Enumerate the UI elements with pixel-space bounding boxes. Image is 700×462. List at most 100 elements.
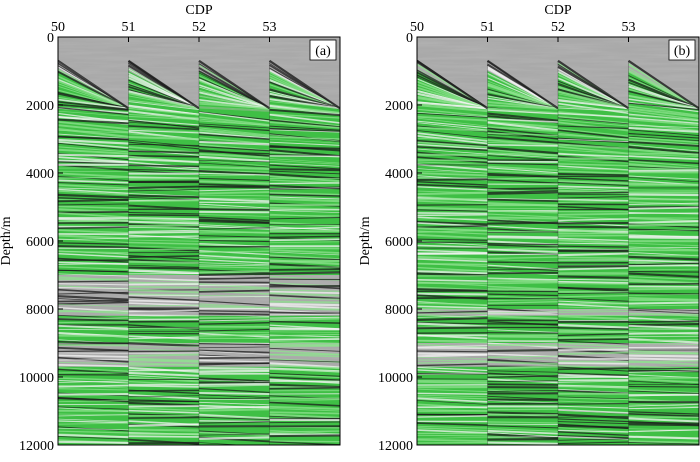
reflector-line <box>129 236 200 237</box>
reflector-line <box>558 276 629 277</box>
reflector-line <box>129 390 200 391</box>
reflector-line <box>129 201 200 202</box>
reflector-line <box>199 384 270 385</box>
reflector-line <box>270 239 341 240</box>
reflector-line <box>558 214 629 215</box>
x-tick-label: 52 <box>551 20 565 35</box>
reflector-line <box>488 273 559 274</box>
y-tick-label: 0 <box>406 31 413 46</box>
reflector-line <box>199 317 270 318</box>
gather-cdp-50 <box>417 61 488 445</box>
reflector-line <box>488 289 559 290</box>
reflector-line <box>129 287 200 288</box>
x-tick-label: 52 <box>192 20 206 35</box>
x-tick-label: 53 <box>263 20 277 35</box>
gather-cdp-53 <box>270 61 341 445</box>
reflector-line <box>129 178 200 179</box>
reflector-line <box>199 393 270 394</box>
reflector-line <box>417 294 488 295</box>
reflector-line <box>199 232 270 233</box>
y-tick-label: 8000 <box>26 303 54 318</box>
reflector-line <box>488 282 559 283</box>
reflector-line <box>629 333 700 334</box>
reflector-line <box>488 217 559 218</box>
gather-cdp-50 <box>58 61 129 445</box>
reflector-line <box>629 208 700 209</box>
reflector-line <box>558 282 629 283</box>
reflector-line <box>129 417 200 418</box>
reflector-line <box>488 384 559 385</box>
y-tick-label: 6000 <box>385 235 413 250</box>
reflector-line <box>558 339 629 340</box>
reflector-line <box>417 179 488 180</box>
y-tick-label: 12000 <box>378 439 413 454</box>
reflector-line <box>58 220 129 221</box>
reflector-line <box>629 387 700 388</box>
reflector-line <box>129 181 200 182</box>
reflector-line <box>417 298 488 299</box>
reflector-line <box>417 155 488 156</box>
reflector-line <box>488 443 559 444</box>
reflector-line <box>558 174 629 175</box>
reflector-line <box>629 289 700 290</box>
reflector-line <box>270 441 341 442</box>
reflector-line <box>129 232 200 233</box>
reflector-line <box>488 145 559 146</box>
reflector-line <box>558 337 629 338</box>
reflector-line <box>199 314 270 315</box>
y-tick-label: 10000 <box>19 371 54 386</box>
reflector-line <box>629 324 700 325</box>
reflector-line <box>129 424 200 425</box>
reflector-line <box>129 215 200 216</box>
reflector-line <box>488 188 559 189</box>
x-tick-label: 51 <box>481 20 495 35</box>
reflector-line <box>417 351 488 352</box>
y-tick-label: 4000 <box>26 167 54 182</box>
reflector-line <box>629 194 700 195</box>
reflector-line <box>558 192 629 193</box>
y-axis-label: Depth/m <box>0 216 14 265</box>
reflector-line <box>270 346 341 347</box>
reflector-line <box>199 409 270 410</box>
reflector-line <box>629 213 700 214</box>
x-axis-label: CDP <box>544 3 571 18</box>
reflector-line <box>58 155 129 156</box>
reflector-line <box>270 236 341 237</box>
y-tick-label: 6000 <box>26 235 54 250</box>
x-axis-label: CDP <box>185 3 212 18</box>
reflector-line <box>488 178 559 179</box>
reflector-line <box>270 381 341 382</box>
reflector-line <box>199 274 270 275</box>
reflector-line <box>488 262 559 263</box>
reflector-line <box>417 435 488 436</box>
reflector-line <box>488 254 559 255</box>
reflector-line <box>199 437 270 438</box>
reflector-line <box>199 209 270 210</box>
y-tick-label: 2000 <box>385 99 413 114</box>
panel-label: (b) <box>674 44 691 59</box>
reflector-line <box>629 303 700 304</box>
reflector-line <box>199 371 270 372</box>
reflector-line <box>488 350 559 351</box>
reflector-line <box>58 212 129 213</box>
reflector-line <box>558 404 629 405</box>
reflector-line <box>58 345 129 346</box>
reflector-line <box>129 225 200 226</box>
reflector-line <box>270 302 341 303</box>
reflector-line <box>629 423 700 424</box>
reflector-line <box>417 193 488 194</box>
reflector-line <box>199 278 270 279</box>
y-tick-label: 10000 <box>378 371 413 386</box>
y-tick-label: 12000 <box>19 439 54 454</box>
reflector-line <box>417 443 488 444</box>
reflector-line <box>558 235 629 236</box>
reflector-line <box>558 358 629 359</box>
y-tick-label: 4000 <box>385 167 413 182</box>
reflector-line <box>558 349 629 350</box>
gather-cdp-52 <box>558 61 629 445</box>
reflector-line <box>629 237 700 238</box>
reflector-line <box>199 202 270 203</box>
reflector-line <box>270 312 341 313</box>
